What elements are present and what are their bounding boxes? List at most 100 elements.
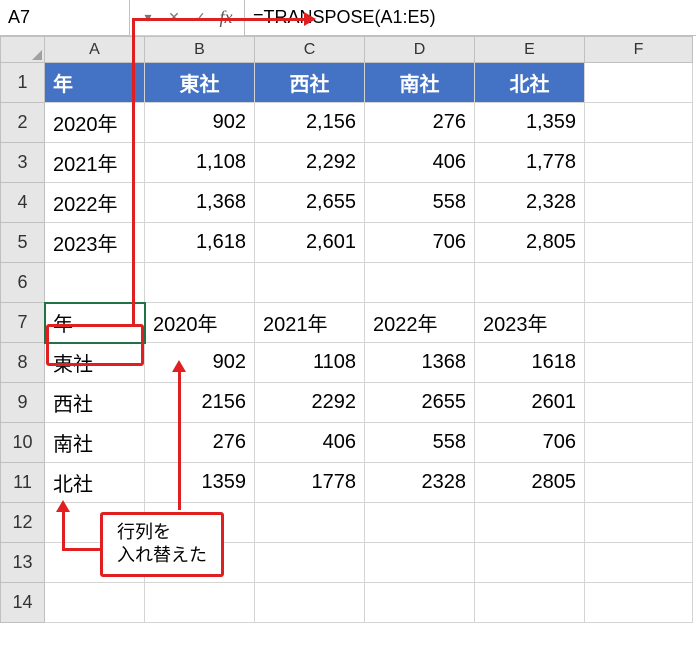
cell[interactable]: 1368 [365, 343, 475, 383]
cell[interactable]: 2805 [475, 463, 585, 503]
cell[interactable] [255, 503, 365, 543]
cell[interactable]: 1,368 [145, 183, 255, 223]
cell[interactable] [365, 543, 475, 583]
cell[interactable]: 1778 [255, 463, 365, 503]
cell[interactable]: 東社 [145, 63, 255, 103]
cell[interactable]: 1108 [255, 343, 365, 383]
cell[interactable]: 2022年 [45, 183, 145, 223]
cell[interactable]: 南社 [45, 423, 145, 463]
cell[interactable] [585, 143, 693, 183]
cell[interactable]: 2021年 [255, 303, 365, 343]
col-header[interactable]: D [365, 37, 475, 63]
cell[interactable]: 1618 [475, 343, 585, 383]
cell[interactable]: 2655 [365, 383, 475, 423]
cell[interactable] [585, 343, 693, 383]
cell[interactable] [585, 423, 693, 463]
cell[interactable] [585, 103, 693, 143]
row-header[interactable]: 9 [1, 383, 45, 423]
cell[interactable]: 2,601 [255, 223, 365, 263]
cell[interactable]: 1,108 [145, 143, 255, 183]
row-header[interactable]: 13 [1, 543, 45, 583]
row-header[interactable]: 8 [1, 343, 45, 383]
cell[interactable] [45, 583, 145, 623]
cell[interactable]: 西社 [255, 63, 365, 103]
col-header[interactable]: C [255, 37, 365, 63]
cell[interactable]: 2292 [255, 383, 365, 423]
cell[interactable]: 2328 [365, 463, 475, 503]
cell[interactable] [585, 263, 693, 303]
cell[interactable] [585, 583, 693, 623]
cell[interactable]: 2023年 [475, 303, 585, 343]
cell[interactable]: 北社 [475, 63, 585, 103]
cell[interactable] [475, 583, 585, 623]
cell[interactable]: 2,655 [255, 183, 365, 223]
cell[interactable]: 2,805 [475, 223, 585, 263]
cell[interactable]: 2,292 [255, 143, 365, 183]
cell[interactable] [365, 583, 475, 623]
col-header[interactable]: F [585, 37, 693, 63]
cell[interactable]: 706 [475, 423, 585, 463]
row-header[interactable]: 5 [1, 223, 45, 263]
col-header[interactable]: B [145, 37, 255, 63]
cell[interactable] [365, 263, 475, 303]
row-header[interactable]: 6 [1, 263, 45, 303]
cell[interactable] [145, 263, 255, 303]
cell[interactable] [365, 503, 475, 543]
cell[interactable]: 558 [365, 423, 475, 463]
col-header[interactable]: A [45, 37, 145, 63]
cell[interactable]: 2,156 [255, 103, 365, 143]
cell[interactable]: 276 [365, 103, 475, 143]
cell[interactable] [585, 303, 693, 343]
cell[interactable] [45, 503, 145, 543]
cell[interactable] [45, 263, 145, 303]
cell[interactable] [475, 263, 585, 303]
cell[interactable]: 1359 [145, 463, 255, 503]
row-header[interactable]: 10 [1, 423, 45, 463]
row-header[interactable]: 4 [1, 183, 45, 223]
cell[interactable] [145, 583, 255, 623]
fx-icon[interactable]: fx [214, 6, 238, 30]
row-header[interactable]: 7 [1, 303, 45, 343]
cell[interactable]: 西社 [45, 383, 145, 423]
cell[interactable]: 406 [365, 143, 475, 183]
cell[interactable] [585, 183, 693, 223]
dropdown-icon[interactable]: ▾ [136, 6, 160, 30]
row-header[interactable]: 2 [1, 103, 45, 143]
cell[interactable] [475, 503, 585, 543]
cell-selected[interactable]: 年 [45, 303, 145, 343]
cell[interactable]: 558 [365, 183, 475, 223]
cell[interactable]: 902 [145, 103, 255, 143]
row-header[interactable]: 12 [1, 503, 45, 543]
confirm-icon[interactable]: ✓ [188, 6, 212, 30]
cell[interactable] [255, 263, 365, 303]
cell[interactable]: 東社 [45, 343, 145, 383]
cancel-icon[interactable]: ✕ [162, 6, 186, 30]
cell[interactable]: 276 [145, 423, 255, 463]
cell[interactable]: 1,618 [145, 223, 255, 263]
row-header[interactable]: 3 [1, 143, 45, 183]
cell[interactable] [585, 383, 693, 423]
cell[interactable]: 北社 [45, 463, 145, 503]
cell[interactable]: 年 [45, 63, 145, 103]
cell[interactable]: 406 [255, 423, 365, 463]
cell[interactable] [585, 463, 693, 503]
cell[interactable] [585, 543, 693, 583]
cell[interactable] [45, 543, 145, 583]
sheet-table[interactable]: A B C D E F 1 年 東社 西社 南社 北社 2 2020年 902 … [0, 36, 693, 623]
row-header[interactable]: 11 [1, 463, 45, 503]
col-header[interactable]: E [475, 37, 585, 63]
select-all-corner[interactable] [1, 37, 45, 63]
cell[interactable]: 2,328 [475, 183, 585, 223]
cell[interactable] [585, 223, 693, 263]
cell[interactable]: 2022年 [365, 303, 475, 343]
cell[interactable]: 1,778 [475, 143, 585, 183]
cell[interactable] [145, 543, 255, 583]
cell[interactable] [585, 63, 693, 103]
cell[interactable]: 706 [365, 223, 475, 263]
cell[interactable]: 2020年 [45, 103, 145, 143]
cell[interactable]: 902 [145, 343, 255, 383]
cell[interactable]: 2601 [475, 383, 585, 423]
cell[interactable]: 南社 [365, 63, 475, 103]
row-header[interactable]: 1 [1, 63, 45, 103]
row-header[interactable]: 14 [1, 583, 45, 623]
